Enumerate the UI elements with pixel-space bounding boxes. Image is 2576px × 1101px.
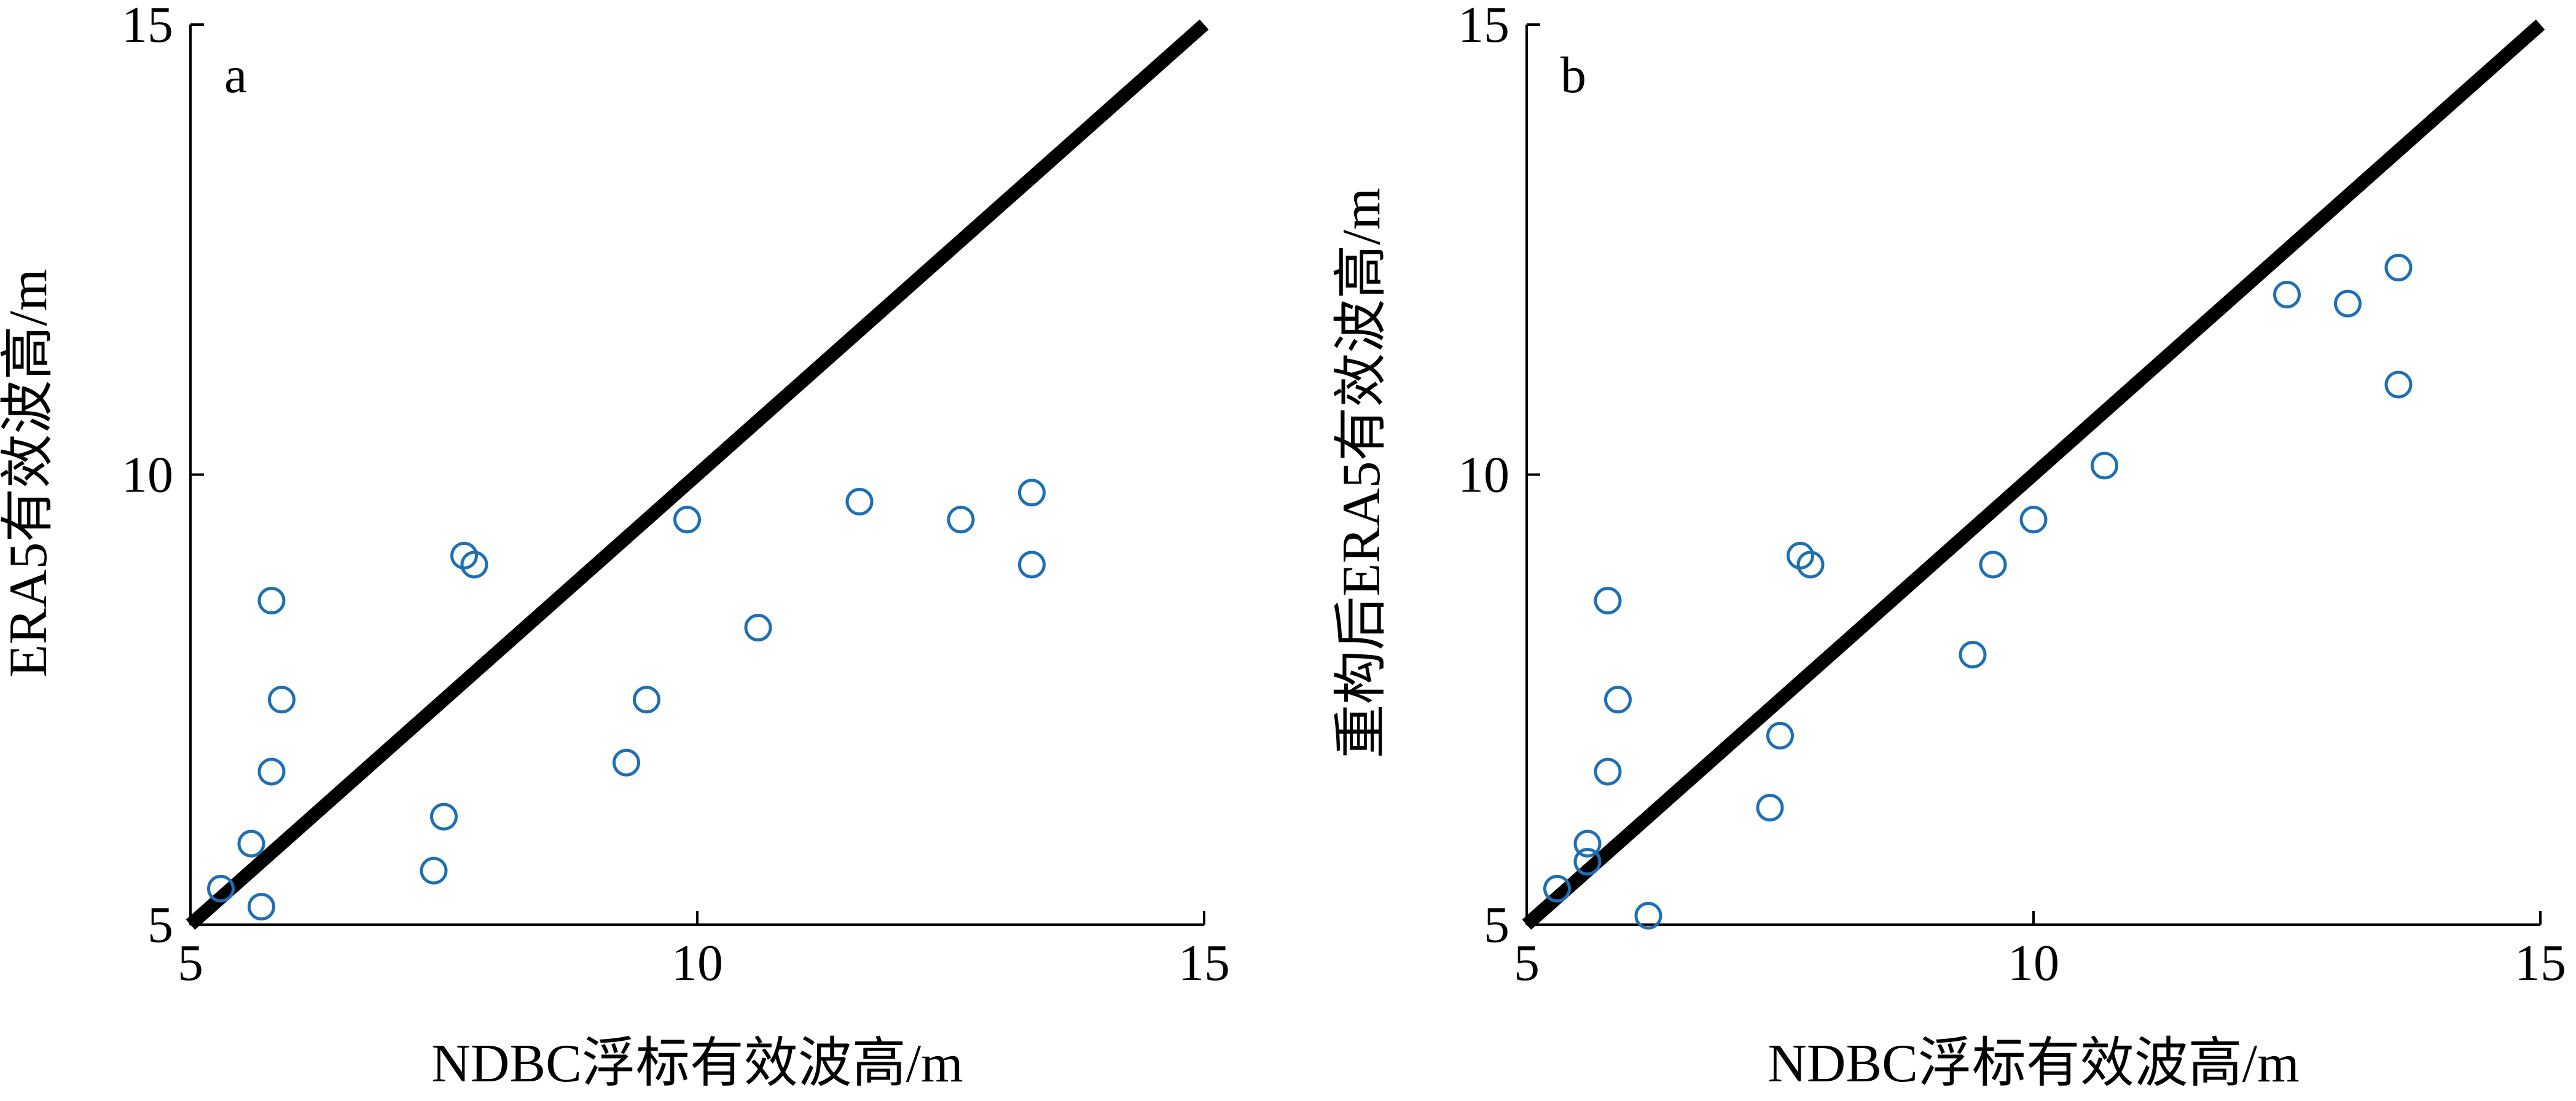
data-point — [430, 802, 458, 831]
data-point — [1959, 641, 1987, 668]
x-axis-label: NDBC浮标有效波高/m — [1768, 1034, 2299, 1094]
data-point — [1756, 794, 1784, 822]
data-point — [1018, 479, 1046, 507]
data-point — [1594, 587, 1622, 615]
data-point — [1604, 686, 1632, 714]
data-point — [2091, 452, 2118, 480]
x-tick-label: 10 — [2008, 934, 2059, 992]
y-tick-label: 5 — [1484, 896, 1509, 954]
data-point — [1573, 847, 1602, 876]
data-point — [633, 686, 660, 714]
data-point — [1634, 901, 1662, 930]
y-axis-label: ERA5有效波高/m — [0, 269, 58, 678]
scatter-panel-b: 5 10 15 5 10 15 b NDBC浮标有效波高/m 重构后ERA5有效波高/m — [1332, 0, 2566, 1094]
x-tick-label: 15 — [1178, 934, 1230, 992]
data-point — [1543, 874, 1571, 903]
data-point — [207, 874, 235, 903]
y-tick-label: 10 — [1458, 447, 1509, 504]
data-point — [268, 686, 296, 714]
data-point — [460, 550, 488, 579]
data-point — [1573, 829, 1602, 858]
data-point — [1787, 541, 1814, 570]
data-point — [248, 893, 275, 921]
y-axis-label: 重构后ERA5有效波高/m — [1332, 188, 1392, 759]
data-point — [1018, 550, 1046, 579]
x-tick-label: 10 — [671, 934, 723, 992]
x-tick-label: 5 — [178, 934, 203, 992]
data-point — [450, 541, 478, 570]
data-point — [1594, 758, 1622, 786]
data-point — [2273, 281, 2301, 308]
y-tick-label: 15 — [1458, 0, 1509, 53]
data-point — [2384, 254, 2413, 282]
data-point — [744, 614, 772, 642]
data-point — [673, 506, 701, 534]
panel-label: b — [1560, 47, 1586, 104]
x-tick-label: 15 — [2515, 934, 2566, 992]
data-point — [257, 758, 286, 786]
reference-line — [1522, 19, 2545, 930]
data-point — [2334, 289, 2362, 318]
data-point — [1766, 721, 1794, 750]
data-point — [257, 587, 286, 615]
data-point — [2019, 506, 2048, 534]
data-point — [845, 487, 874, 515]
x-tick-label: 5 — [1514, 934, 1540, 992]
data-point — [420, 856, 448, 885]
data-point — [1979, 550, 2007, 579]
data-point — [613, 748, 640, 777]
y-tick-label: 5 — [147, 896, 173, 954]
data-point — [2384, 370, 2413, 399]
scatter-panel-a: 5 10 15 5 10 15 a NDBC浮标有效波高/m ERA5有效波高/m — [0, 0, 1230, 1094]
panel-label: a — [224, 47, 247, 104]
y-tick-label: 10 — [122, 447, 173, 504]
y-tick-label: 15 — [122, 0, 173, 53]
data-point — [947, 506, 975, 534]
data-point — [237, 829, 265, 858]
data-point — [1796, 550, 1825, 579]
x-axis-label: NDBC浮标有效波高/m — [431, 1034, 963, 1094]
reference-line — [186, 19, 1209, 930]
